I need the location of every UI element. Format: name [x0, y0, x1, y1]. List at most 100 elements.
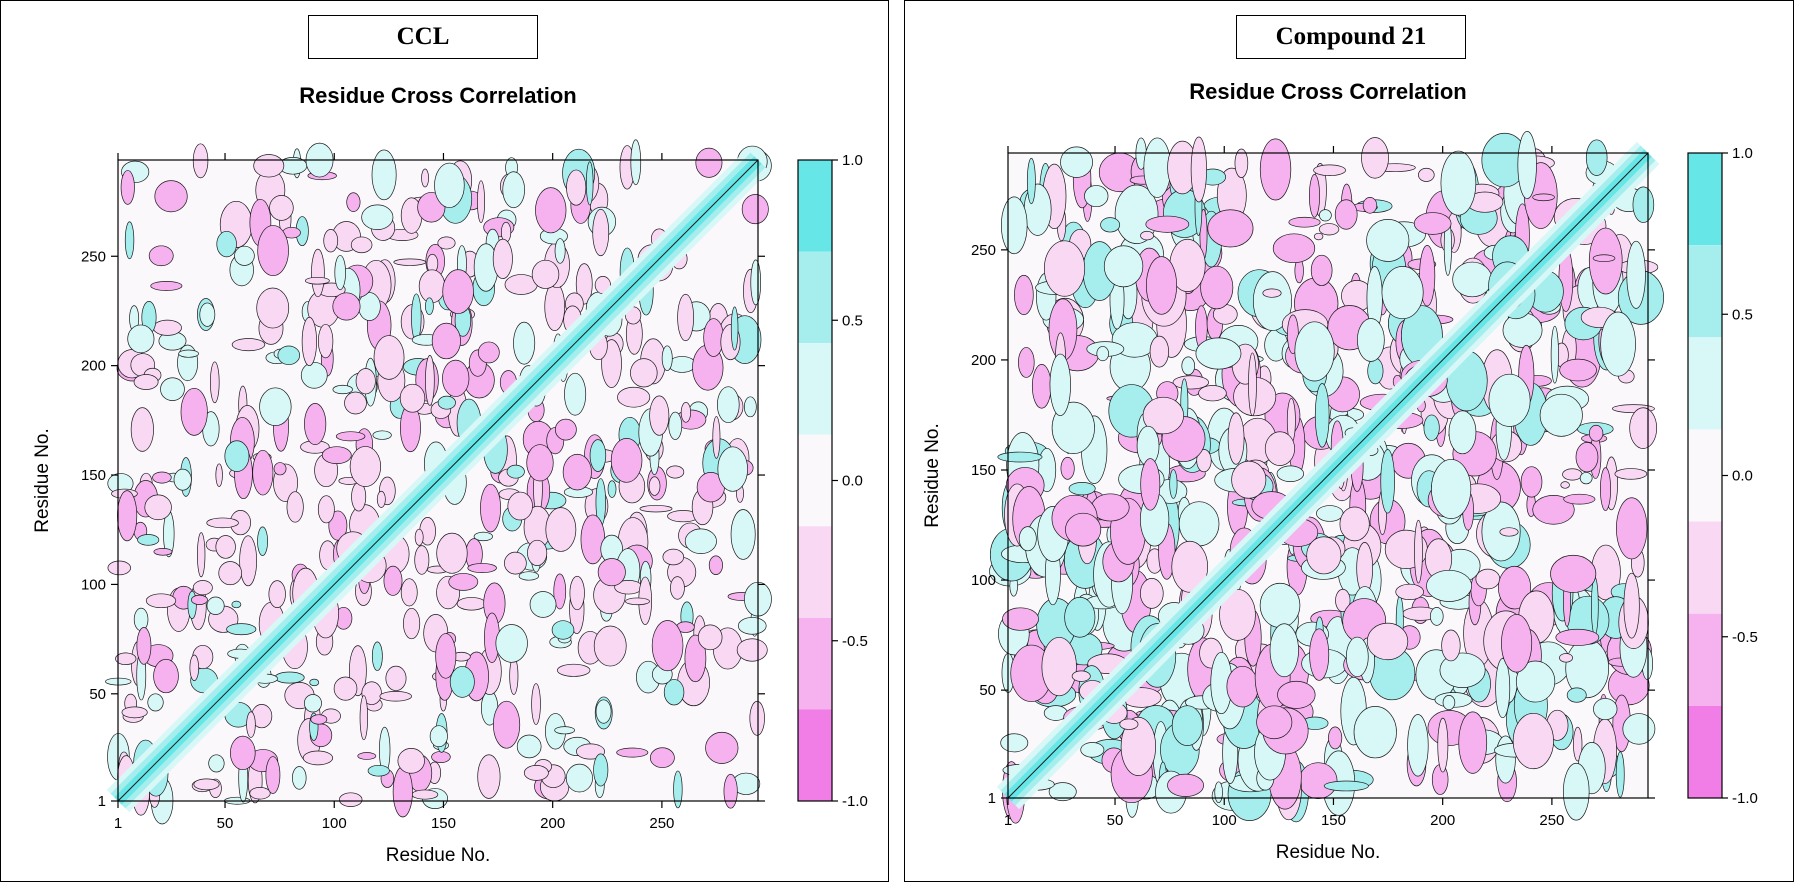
correlation-patch	[1437, 717, 1449, 773]
correlation-patch	[1334, 199, 1358, 230]
colorbar-tick-label: 1.0	[842, 152, 863, 169]
correlation-patch	[400, 578, 418, 607]
correlation-patch	[473, 531, 493, 542]
diagonal-band	[106, 148, 770, 813]
correlation-patch	[1413, 212, 1452, 235]
correlation-patch	[1064, 596, 1096, 638]
correlation-patch	[136, 627, 152, 665]
correlation-patch	[593, 625, 627, 667]
correlation-patch	[593, 753, 609, 787]
correlation-patch	[373, 335, 405, 380]
correlation-patch	[1439, 652, 1486, 688]
correlation-patch	[197, 532, 206, 578]
correlation-patch	[199, 302, 216, 327]
y-tick-label: 150	[971, 462, 996, 479]
correlation-patch	[1515, 660, 1556, 703]
correlation-patch	[121, 706, 148, 719]
correlation-patch	[133, 607, 149, 632]
correlation-patch	[268, 580, 286, 608]
colorbar-tick-label: 0.0	[842, 473, 863, 490]
correlation-patch	[569, 575, 585, 611]
colorbar-level	[1688, 705, 1722, 798]
correlation-patch	[1119, 718, 1139, 730]
correlation-patch	[1448, 410, 1477, 455]
correlation-patch	[178, 349, 199, 358]
correlation-patch	[695, 147, 723, 178]
correlation-patch	[717, 446, 748, 492]
correlation-patch	[304, 403, 327, 445]
colorbar-tick-label: 1.0	[1732, 145, 1753, 162]
correlation-patch	[506, 464, 525, 479]
correlation-patch	[1499, 527, 1519, 537]
correlation-patch	[189, 654, 200, 682]
diagonal-line	[1007, 152, 1649, 799]
correlation-patch	[617, 386, 651, 408]
x-tick-label: 150	[1321, 812, 1346, 829]
correlation-patch	[1018, 526, 1037, 552]
correlation-patch	[137, 534, 160, 546]
correlation-patch	[662, 548, 685, 566]
correlation-patch	[355, 368, 376, 395]
correlation-patch	[684, 634, 707, 683]
colorbar-level	[1688, 245, 1722, 338]
correlation-patch	[663, 679, 685, 706]
y-tick-label: 200	[81, 358, 106, 375]
correlation-patch	[1309, 174, 1320, 218]
correlation-patch	[1575, 442, 1599, 473]
correlation-patch	[516, 734, 542, 759]
correlation-patch	[399, 383, 426, 413]
correlation-patch	[1566, 687, 1587, 703]
correlation-patch	[1501, 614, 1533, 673]
colorbar-tick-label: -1.0	[1732, 790, 1758, 807]
correlation-patch	[1139, 578, 1164, 609]
correlation-patch	[1190, 136, 1207, 203]
correlation-patch	[1591, 576, 1599, 636]
correlation-patch	[145, 593, 177, 609]
correlation-patch	[1171, 540, 1209, 593]
correlation-patch	[597, 558, 626, 587]
correlation-patch	[1309, 628, 1330, 681]
correlation-patch	[545, 507, 577, 552]
y-tick-label: 200	[971, 352, 996, 369]
correlation-patch	[1049, 353, 1071, 417]
correlation-patch	[1559, 653, 1573, 663]
correlation-patch	[712, 416, 721, 459]
correlation-patch	[107, 560, 131, 576]
correlation-patch	[371, 149, 397, 201]
correlation-patch	[1167, 773, 1204, 797]
correlation-patch	[1362, 196, 1378, 214]
correlation-patch	[1629, 407, 1658, 449]
correlation-patch	[328, 510, 348, 541]
correlation-patch	[1563, 493, 1596, 505]
correlation-patch	[361, 204, 394, 230]
correlation-patch	[592, 208, 610, 257]
correlation-patch	[1031, 364, 1052, 409]
correlation-patch	[1149, 335, 1169, 368]
correlation-patch	[259, 387, 292, 426]
x-tick-label: 1	[114, 815, 122, 832]
correlation-patch	[518, 571, 540, 581]
correlation-patch	[661, 345, 673, 371]
correlation-patch	[448, 573, 479, 591]
correlation-patch	[421, 168, 429, 188]
colorbar-tick-label: 0.0	[1732, 468, 1753, 485]
correlation-patch	[1380, 449, 1395, 514]
correlation-patch	[575, 263, 593, 305]
correlation-patch	[1316, 505, 1344, 522]
correlation-patch	[527, 539, 548, 566]
correlation-patch	[495, 624, 528, 663]
correlation-patch	[338, 792, 363, 807]
plot-frame	[117, 159, 759, 802]
chart-title: Residue Cross Correlation	[299, 83, 577, 108]
correlation-patch	[737, 617, 767, 635]
correlation-patch	[317, 495, 335, 524]
correlation-patch	[230, 735, 256, 771]
correlation-patch	[311, 248, 325, 298]
correlation-patch	[1429, 606, 1444, 626]
correlation-patch	[1100, 217, 1121, 233]
x-tick-label: 100	[322, 815, 347, 832]
correlation-patch	[148, 245, 174, 267]
correlation-patch	[1452, 261, 1493, 298]
correlation-patch	[556, 663, 591, 677]
correlation-patch	[1143, 137, 1172, 198]
